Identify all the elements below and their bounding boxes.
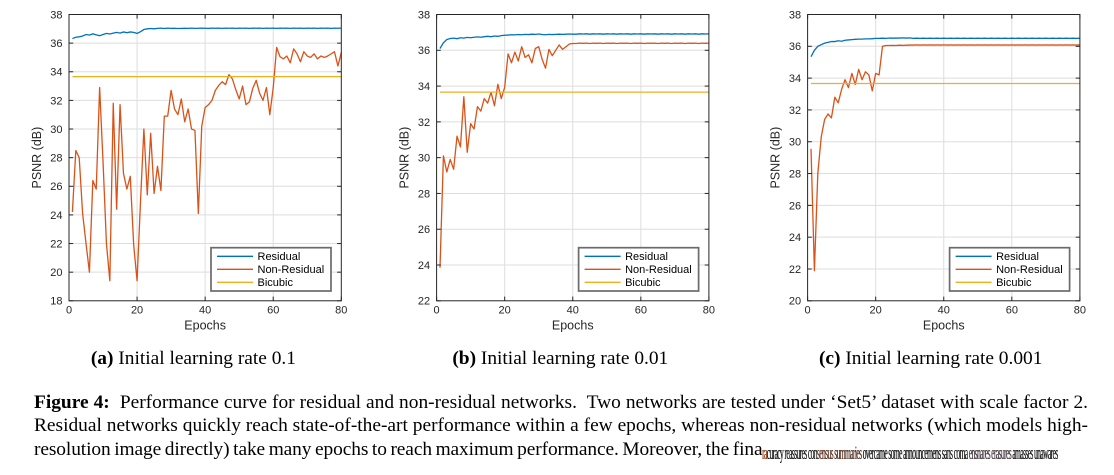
svg-text:30: 30 [418,153,430,165]
svg-text:32: 32 [50,95,62,107]
svg-text:Residual: Residual [258,251,301,263]
svg-text:Non-Residual: Non-Residual [625,264,692,276]
svg-text:80: 80 [335,305,347,317]
svg-text:40: 40 [199,305,211,317]
svg-text:40: 40 [567,305,579,317]
svg-text:30: 30 [789,137,801,149]
svg-text:80: 80 [1074,305,1086,317]
svg-text:22: 22 [789,264,801,276]
svg-text:36: 36 [789,41,801,53]
svg-text:28: 28 [418,188,430,200]
svg-text:40: 40 [938,305,950,317]
svg-text:36: 36 [50,38,62,50]
svg-text:80: 80 [703,305,715,317]
svg-text:Epochs: Epochs [184,318,226,332]
svg-text:26: 26 [418,224,430,236]
svg-text:28: 28 [789,168,801,180]
svg-text:34: 34 [418,81,430,93]
svg-text:38: 38 [418,9,430,21]
svg-text:PSNR (dB): PSNR (dB) [30,127,44,189]
svg-text:22: 22 [418,296,430,308]
svg-text:Epochs: Epochs [552,318,594,332]
svg-text:0: 0 [805,305,811,317]
svg-text:20: 20 [789,296,801,308]
svg-text:26: 26 [789,200,801,212]
svg-text:20: 20 [499,305,511,317]
svg-text:38: 38 [789,9,801,21]
svg-text:Bicubic: Bicubic [996,277,1032,289]
svg-text:34: 34 [789,73,801,85]
svg-text:60: 60 [267,305,279,317]
svg-text:30: 30 [50,124,62,136]
svg-text:26: 26 [50,181,62,193]
svg-text:PSNR (dB): PSNR (dB) [398,127,412,189]
svg-text:18: 18 [50,296,62,308]
svg-text:Residual: Residual [996,251,1039,263]
svg-text:38: 38 [50,9,62,21]
svg-text:60: 60 [1006,305,1018,317]
svg-text:36: 36 [418,45,430,57]
svg-text:20: 20 [131,305,143,317]
svg-text:Residual: Residual [625,251,668,263]
svg-text:Bicubic: Bicubic [625,277,661,289]
svg-text:24: 24 [50,210,62,222]
svg-text:32: 32 [418,117,430,129]
svg-text:Bicubic: Bicubic [258,277,294,289]
svg-text:22: 22 [50,238,62,250]
svg-text:20: 20 [870,305,882,317]
svg-text:32: 32 [789,105,801,117]
svg-text:PSNR (dB): PSNR (dB) [769,127,783,189]
svg-text:20: 20 [50,267,62,279]
svg-text:34: 34 [50,67,62,79]
svg-text:Epochs: Epochs [923,318,965,332]
svg-text:60: 60 [635,305,647,317]
svg-text:Non-Residual: Non-Residual [258,264,325,276]
svg-text:28: 28 [50,153,62,165]
svg-text:24: 24 [418,260,430,272]
svg-text:0: 0 [434,305,440,317]
svg-text:Non-Residual: Non-Residual [996,264,1063,276]
svg-text:24: 24 [789,232,801,244]
svg-text:0: 0 [66,305,72,317]
